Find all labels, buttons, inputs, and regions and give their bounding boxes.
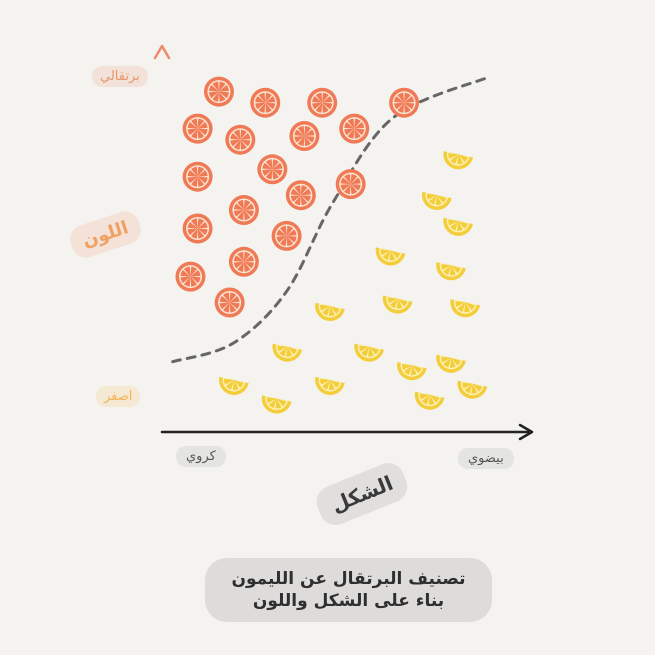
orange-point [225, 124, 256, 155]
orange-point [182, 161, 213, 192]
lemon-point [261, 395, 292, 414]
x-tick-low: كروي [176, 446, 226, 467]
orange-point [182, 213, 213, 244]
orange-point [214, 287, 245, 318]
y-axis-arrowhead [153, 44, 171, 60]
lemon-point [436, 262, 466, 281]
lemon-point [414, 391, 445, 410]
lemon-point [315, 376, 345, 395]
orange-point [307, 87, 338, 118]
x-axis-arrowhead [518, 423, 534, 441]
orange-point [203, 76, 234, 107]
lemon-point [375, 247, 406, 266]
chart-title: تصنيف البرتقال عن الليمون بناء على الشكل… [205, 558, 492, 622]
lemon-point [219, 376, 249, 395]
lemon-point [443, 151, 473, 170]
orange-point [335, 169, 366, 200]
orange-point [271, 220, 302, 251]
y-tick-high: برتقالي [92, 66, 148, 87]
orange-point [257, 154, 288, 185]
lemon-point [450, 299, 481, 318]
x-tick-high: بيضوي [458, 448, 514, 469]
orange-point [182, 113, 213, 144]
orange-point [285, 180, 316, 211]
lemon-point [382, 295, 413, 314]
lemon-point [315, 302, 345, 321]
lemon-point [272, 343, 303, 362]
y-tick-low: اصفر [96, 386, 141, 407]
lemon-point [436, 354, 466, 373]
orange-point [175, 261, 206, 292]
lemon-point [354, 343, 384, 362]
orange-point [339, 113, 370, 144]
data-points [175, 76, 488, 414]
lemon-point [397, 362, 427, 381]
lemon-point [457, 380, 488, 399]
orange-point [228, 195, 259, 225]
orange-point [289, 121, 320, 151]
orange-point [389, 87, 420, 118]
chart-title-line-2: بناء على الشكل واللون [252, 591, 445, 611]
orange-point [250, 87, 281, 118]
orange-point [228, 246, 259, 277]
chart-axes [153, 44, 534, 441]
lemon-point [443, 217, 473, 236]
chart-title-line-1: تصنيف البرتقال عن الليمون [231, 569, 466, 589]
lemon-point [421, 191, 452, 210]
